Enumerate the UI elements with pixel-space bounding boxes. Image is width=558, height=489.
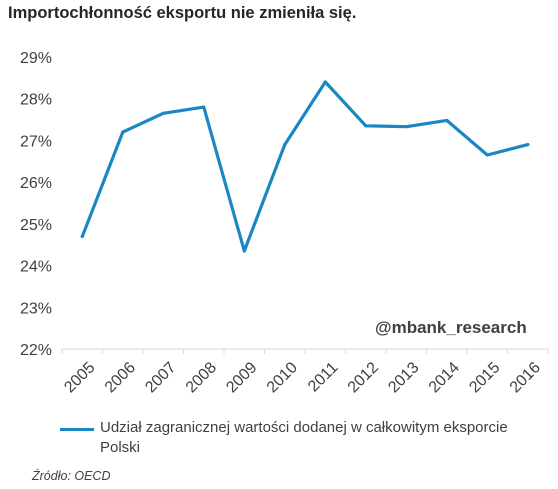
y-tick-label: 25% [20, 217, 52, 234]
x-axis-labels: 2005 2006 2007 2008 2009 2010 2011 2012 2013 2014… [61, 359, 544, 396]
data-point [80, 234, 84, 238]
data-point [161, 111, 165, 115]
legend-label: Udział zagranicznej wartości dodanej w c… [100, 419, 508, 456]
data-point [121, 130, 125, 134]
x-axis-ticks [61, 349, 549, 354]
x-tick-label: 2013 [385, 359, 422, 396]
x-tick-label: 2005 [61, 359, 98, 396]
x-tick-label: 2015 [466, 359, 503, 396]
y-tick-label: 27% [20, 133, 52, 150]
x-tick-label: 2014 [426, 359, 463, 396]
data-point [283, 143, 287, 147]
legend-swatch [60, 428, 94, 431]
watermark: @mbank_research [375, 318, 527, 337]
data-point [202, 105, 206, 109]
source-note: Źródło: OECD [32, 469, 111, 483]
x-tick-label: 2012 [345, 359, 382, 396]
y-tick-label: 26% [20, 175, 52, 192]
y-tick-label: 28% [20, 92, 52, 109]
y-tick-label: 29% [20, 50, 52, 67]
chart-title: Importochłonność eksportu nie zmieniła s… [8, 4, 357, 22]
x-tick-label: 2008 [183, 359, 220, 396]
data-point [242, 249, 246, 253]
series-line [80, 80, 530, 253]
data-point [445, 118, 449, 123]
data-point [485, 153, 489, 157]
y-tick-label: 23% [20, 300, 52, 317]
x-tick-label: 2016 [507, 359, 544, 396]
y-axis-labels: 22% 23% 24% 25% 26% 27% 28% 29% [20, 50, 52, 359]
x-tick-label: 2006 [102, 359, 139, 396]
series-points [80, 80, 530, 253]
data-point [404, 125, 408, 129]
x-tick-label: 2011 [305, 359, 341, 395]
data-point [526, 143, 530, 147]
x-tick-label: 2009 [223, 359, 260, 396]
x-tick-label: 2010 [264, 359, 301, 396]
x-tick-label: 2007 [142, 359, 179, 396]
y-tick-label: 24% [20, 259, 52, 276]
data-point [364, 124, 368, 128]
data-point [323, 80, 327, 84]
y-tick-label: 22% [20, 342, 52, 359]
